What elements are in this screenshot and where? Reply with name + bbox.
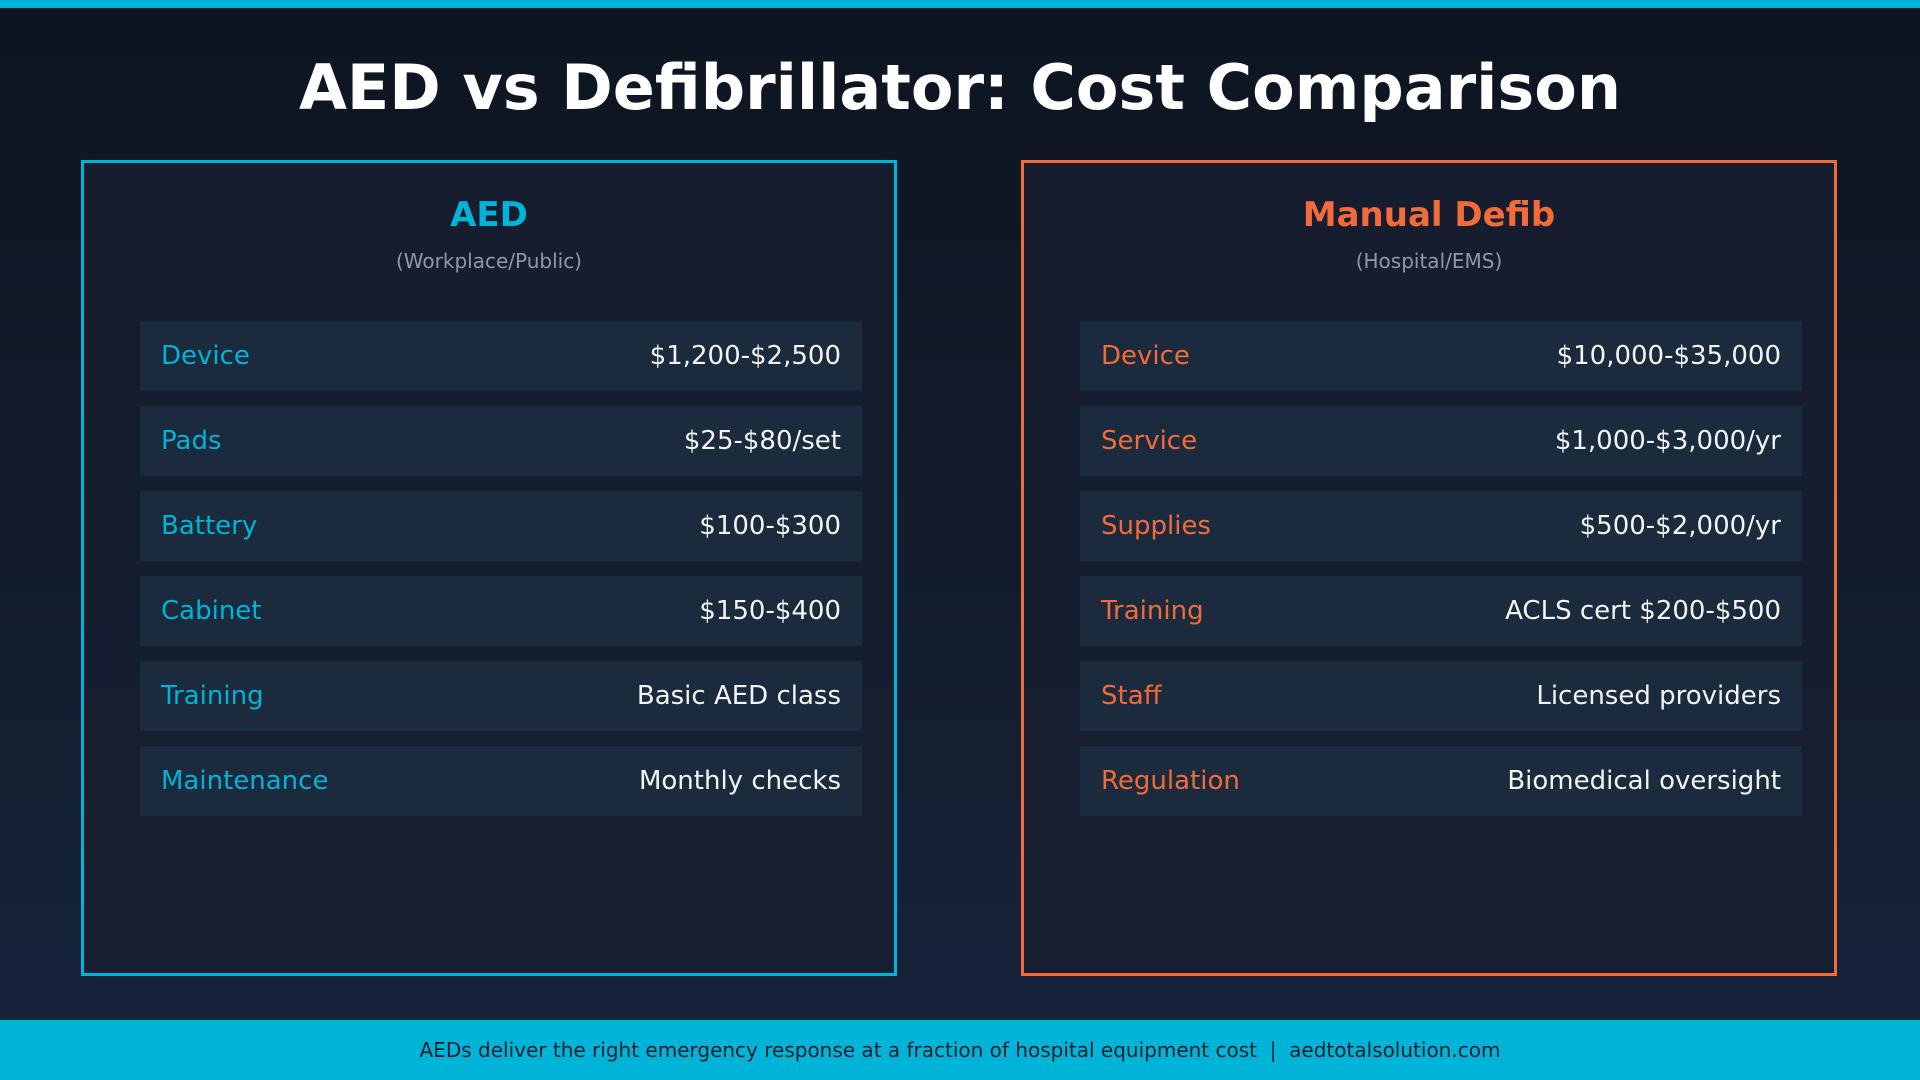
- cost-value: $500-$2,000/yr: [1579, 511, 1781, 541]
- cost-row: Maintenance Monthly checks: [140, 746, 862, 816]
- cost-value: Biomedical oversight: [1507, 766, 1781, 796]
- cost-label: Supplies: [1101, 511, 1211, 541]
- cost-label: Device: [161, 341, 250, 371]
- cost-value: Monthly checks: [638, 766, 841, 796]
- aed-card-title: AED: [450, 195, 528, 235]
- cost-row: Cabinet $150-$400: [140, 576, 862, 646]
- cost-row: Training Basic AED class: [140, 661, 862, 731]
- page-title: AED vs Defibrillator: Cost Comparison: [298, 51, 1622, 124]
- aed-cost-list: Device $1,200-$2,500 Pads $25-$80/set Batter…: [140, 321, 862, 831]
- cost-row: Pads $25-$80/set: [140, 406, 862, 476]
- footer-banner: AEDs deliver the right emergency respons…: [0, 1020, 1920, 1080]
- cost-value: $100-$300: [699, 511, 841, 541]
- cost-value: Basic AED class: [636, 681, 841, 711]
- cost-value: $10,000-$35,000: [1556, 341, 1781, 371]
- cost-label: Battery: [161, 511, 258, 541]
- manual-cost-list: Device $10,000-$35,000 Service $1,000-$3,00…: [1080, 321, 1802, 831]
- cost-label: Service: [1101, 426, 1198, 456]
- cost-value: ACLS cert $200-$500: [1505, 596, 1781, 626]
- cost-label: Regulation: [1101, 766, 1240, 796]
- manual-defib-card: Manual Defib (Hospital/EMS) Device $10,00…: [1021, 160, 1837, 976]
- cost-value: $25-$80/set: [683, 426, 841, 456]
- cost-row: Service $1,000-$3,000/yr: [1080, 406, 1802, 476]
- cost-label: Staff: [1101, 681, 1162, 711]
- cost-value: $1,200-$2,500: [649, 341, 841, 371]
- cost-label: Training: [1101, 596, 1204, 626]
- cost-label: Device: [1101, 341, 1190, 371]
- cost-row: Device $1,200-$2,500: [140, 321, 862, 391]
- cost-row: Battery $100-$300: [140, 491, 862, 561]
- cost-label: Pads: [161, 426, 222, 456]
- aed-card-subtitle: (Workplace/Public): [396, 249, 582, 273]
- cost-value: Licensed providers: [1536, 681, 1781, 711]
- cost-row: Supplies $500-$2,000/yr: [1080, 491, 1802, 561]
- cost-row: Device $10,000-$35,000: [1080, 321, 1802, 391]
- cost-row: Regulation Biomedical oversight: [1080, 746, 1802, 816]
- cost-label: Training: [161, 681, 264, 711]
- cost-value: $150-$400: [699, 596, 841, 626]
- manual-card-title: Manual Defib: [1302, 195, 1556, 235]
- cost-row: Staff Licensed providers: [1080, 661, 1802, 731]
- manual-card-subtitle: (Hospital/EMS): [1355, 249, 1503, 273]
- cost-row: Training ACLS cert $200-$500: [1080, 576, 1802, 646]
- aed-card: AED (Workplace/Public) Device $1,200-$2,5…: [81, 160, 897, 976]
- cost-label: Cabinet: [161, 596, 262, 626]
- cost-value: $1,000-$3,000/yr: [1554, 426, 1781, 456]
- footer-text: AEDs deliver the right emergency respons…: [419, 1038, 1501, 1062]
- cost-label: Maintenance: [161, 766, 329, 796]
- top-accent-bar: [0, 0, 1920, 8]
